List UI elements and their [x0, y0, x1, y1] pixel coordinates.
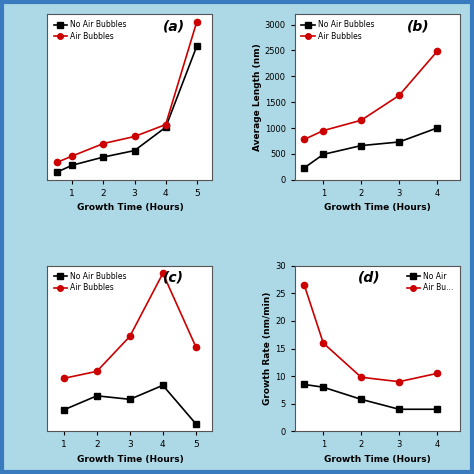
X-axis label: Growth Time (Hours): Growth Time (Hours)	[324, 203, 431, 212]
Text: (b): (b)	[407, 19, 429, 33]
Y-axis label: Growth Rate (nm/min): Growth Rate (nm/min)	[264, 292, 273, 405]
X-axis label: Growth Time (Hours): Growth Time (Hours)	[76, 455, 183, 464]
Text: (d): (d)	[357, 271, 380, 285]
Legend: No Air Bubbles, Air Bubbles: No Air Bubbles, Air Bubbles	[299, 18, 376, 43]
Legend: No Air Bubbles, Air Bubbles: No Air Bubbles, Air Bubbles	[51, 18, 129, 43]
X-axis label: Growth Time (Hours): Growth Time (Hours)	[76, 203, 183, 212]
Legend: No Air Bubbles, Air Bubbles: No Air Bubbles, Air Bubbles	[51, 270, 129, 294]
Legend: No Air, Air Bu...: No Air, Air Bu...	[404, 270, 456, 294]
Y-axis label: Average Length (nm): Average Length (nm)	[253, 43, 262, 151]
X-axis label: Growth Time (Hours): Growth Time (Hours)	[324, 455, 431, 464]
Text: (c): (c)	[163, 271, 184, 285]
Text: (a): (a)	[163, 19, 185, 33]
